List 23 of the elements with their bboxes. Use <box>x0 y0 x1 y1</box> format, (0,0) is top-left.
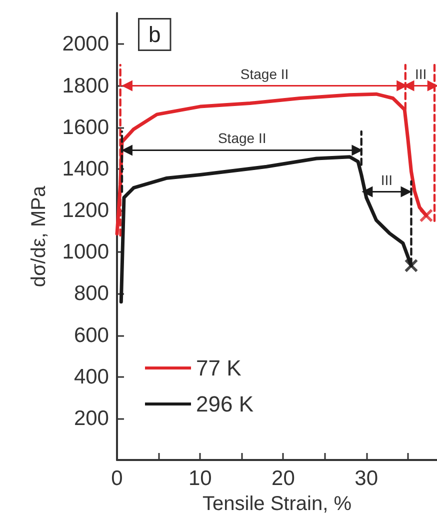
y-tick-label: 400 <box>74 365 109 388</box>
y-tick-label: 1600 <box>62 116 109 139</box>
annotation: Stage II <box>240 66 289 82</box>
y-axis-title: dσ/dε, MPa <box>28 184 50 288</box>
x-tick-label: 30 <box>354 467 378 490</box>
x-tick-label: 0 <box>111 467 123 490</box>
x-tick-label: 20 <box>272 467 295 490</box>
legend-label: 77 K <box>196 356 242 380</box>
annotation: Stage II <box>218 130 266 146</box>
x-tick-label: 10 <box>188 467 212 490</box>
y-tick-label: 2000 <box>62 32 109 56</box>
y-tick-label: 1400 <box>62 157 109 180</box>
annotation: b <box>148 22 161 47</box>
y-tick-label: 600 <box>74 324 109 347</box>
y-tick-label: 1000 <box>62 240 109 264</box>
y-tick-label: 800 <box>74 282 109 306</box>
y-tick-label: 1200 <box>62 199 109 222</box>
annotation: III <box>380 172 393 188</box>
x-axis-title: Tensile Strain, % <box>202 492 352 515</box>
y-tick-label: 1800 <box>62 74 109 98</box>
y-tick-label: 200 <box>74 406 109 430</box>
legend-label: 296 K <box>196 392 254 416</box>
annotation: III <box>414 66 427 82</box>
